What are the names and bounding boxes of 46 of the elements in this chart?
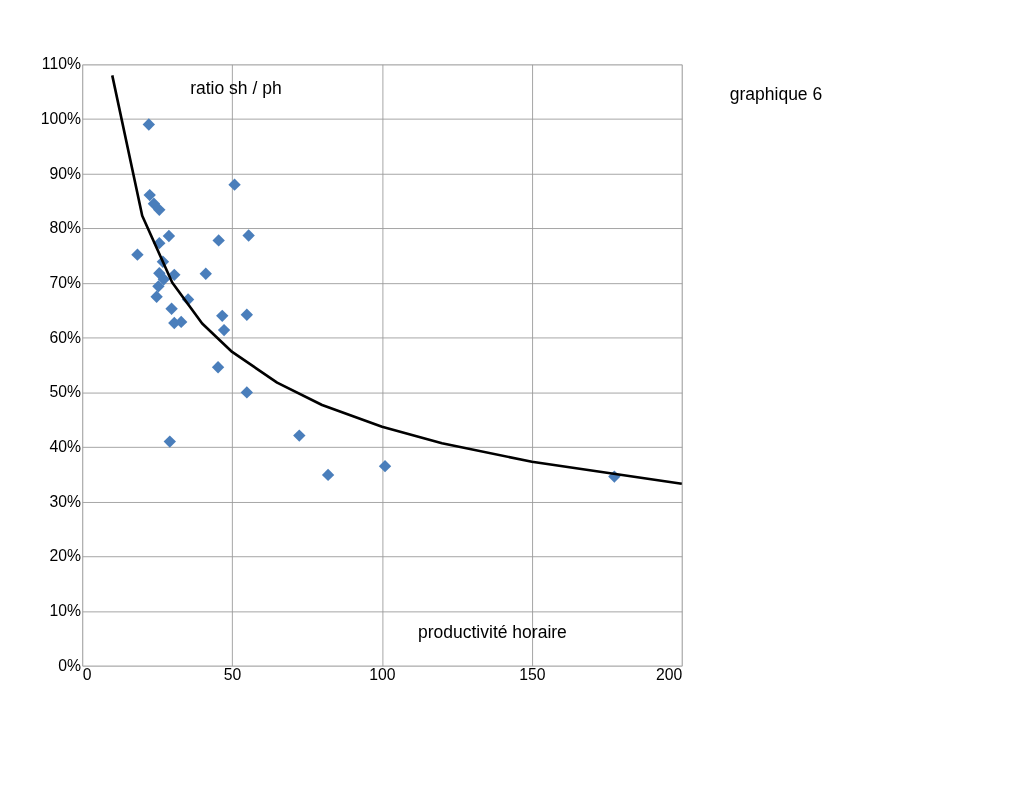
y-tick-label: 50%	[49, 383, 81, 401]
x-tick-label: 200	[655, 666, 683, 684]
point	[143, 188, 156, 202]
y-tick-label: 10%	[49, 601, 81, 619]
y-tick-label: 70%	[49, 273, 81, 291]
point	[142, 118, 156, 131]
x-tick-label: 50	[223, 666, 242, 684]
y-tick-label: 90%	[49, 164, 81, 182]
point	[228, 178, 241, 191]
point	[157, 273, 170, 286]
point	[165, 302, 178, 315]
point	[131, 248, 144, 261]
y-tick-label: 100%	[40, 109, 81, 127]
point	[175, 315, 188, 329]
y-tick-label: 60%	[49, 328, 81, 346]
point	[199, 267, 212, 280]
y-tick-label: 20%	[49, 547, 81, 565]
y-tick-label: 30%	[49, 492, 81, 510]
text: graphique 6	[729, 83, 823, 104]
point	[150, 290, 163, 303]
y-tick-label: 0%	[58, 656, 81, 674]
point	[152, 280, 165, 293]
y-tick-label: 40%	[49, 437, 81, 455]
annotation: productivité horaire	[418, 621, 567, 642]
point	[211, 361, 225, 374]
point	[162, 229, 176, 243]
point	[240, 386, 254, 399]
annotation: ratio sh / ph	[190, 77, 282, 98]
point	[240, 308, 254, 321]
point	[293, 429, 306, 442]
point	[242, 229, 255, 242]
point	[163, 435, 176, 448]
x-tick-label: 150	[519, 666, 546, 684]
point	[168, 268, 181, 282]
point	[212, 234, 225, 247]
point	[147, 197, 161, 210]
y-tick-label: 110%	[41, 55, 81, 73]
line-series	[110, 74, 684, 485]
point	[378, 460, 392, 473]
point	[217, 323, 231, 337]
point	[153, 203, 166, 217]
point	[216, 309, 229, 323]
y-tick-label: 80%	[49, 219, 81, 237]
x-tick-label: 100	[369, 666, 396, 684]
x-tick-label: 0	[82, 666, 92, 684]
point	[321, 468, 335, 482]
